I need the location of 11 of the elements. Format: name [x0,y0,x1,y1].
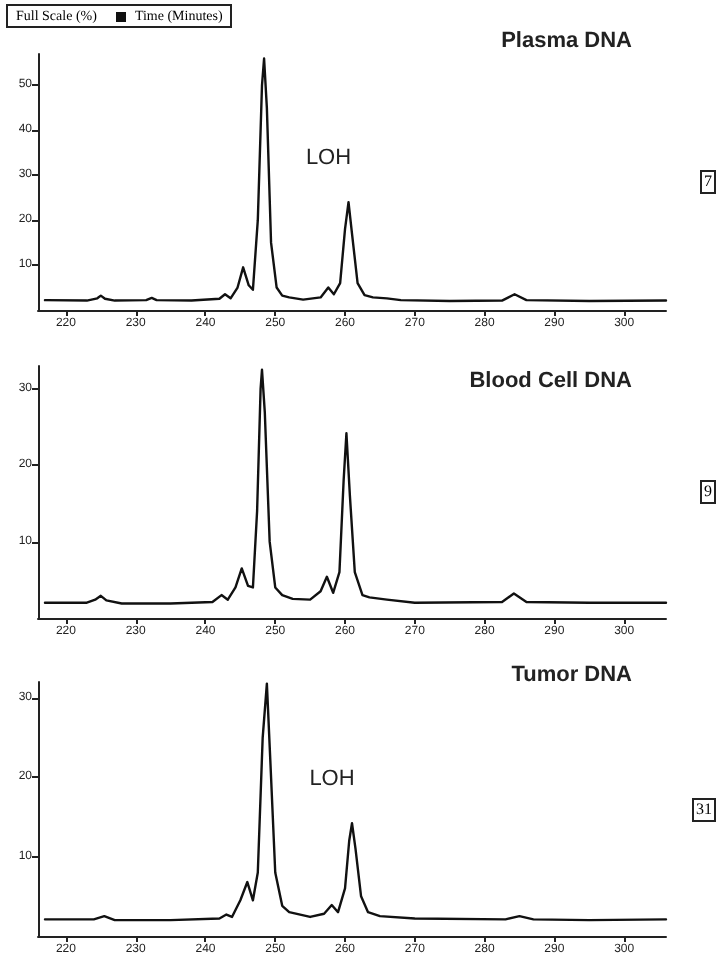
text: 7 [700,170,716,194]
annotation: LOH [309,767,355,792]
text: 31 [692,797,716,821]
line-series [43,57,668,303]
annotation: LOH [305,146,352,171]
text: 9 [700,480,716,504]
line-series [43,368,668,605]
chart-title: Blood Cell DNA [469,369,633,393]
chart-title: Tumor DNA [511,663,633,687]
line-series [43,682,668,922]
chart-title: Plasma DNA [501,29,633,53]
